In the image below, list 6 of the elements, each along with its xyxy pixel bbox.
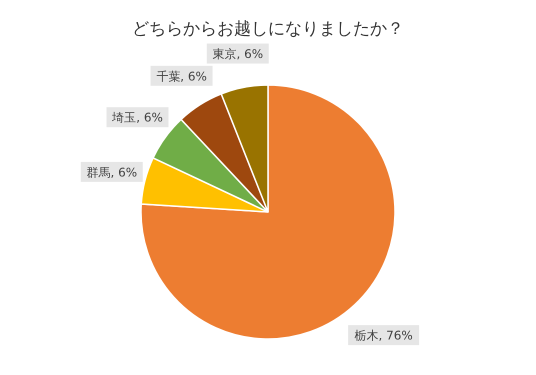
slice-label: 栃木, 76% bbox=[354, 328, 413, 343]
slice-label: 群馬, 6% bbox=[86, 165, 138, 180]
slice-label: 埼玉, 6% bbox=[111, 110, 163, 125]
slice-label: 千葉, 6% bbox=[156, 69, 207, 84]
chart-title: どちらからお越しになりましたか？ bbox=[132, 19, 404, 39]
slice-label: 東京, 6% bbox=[212, 47, 264, 62]
